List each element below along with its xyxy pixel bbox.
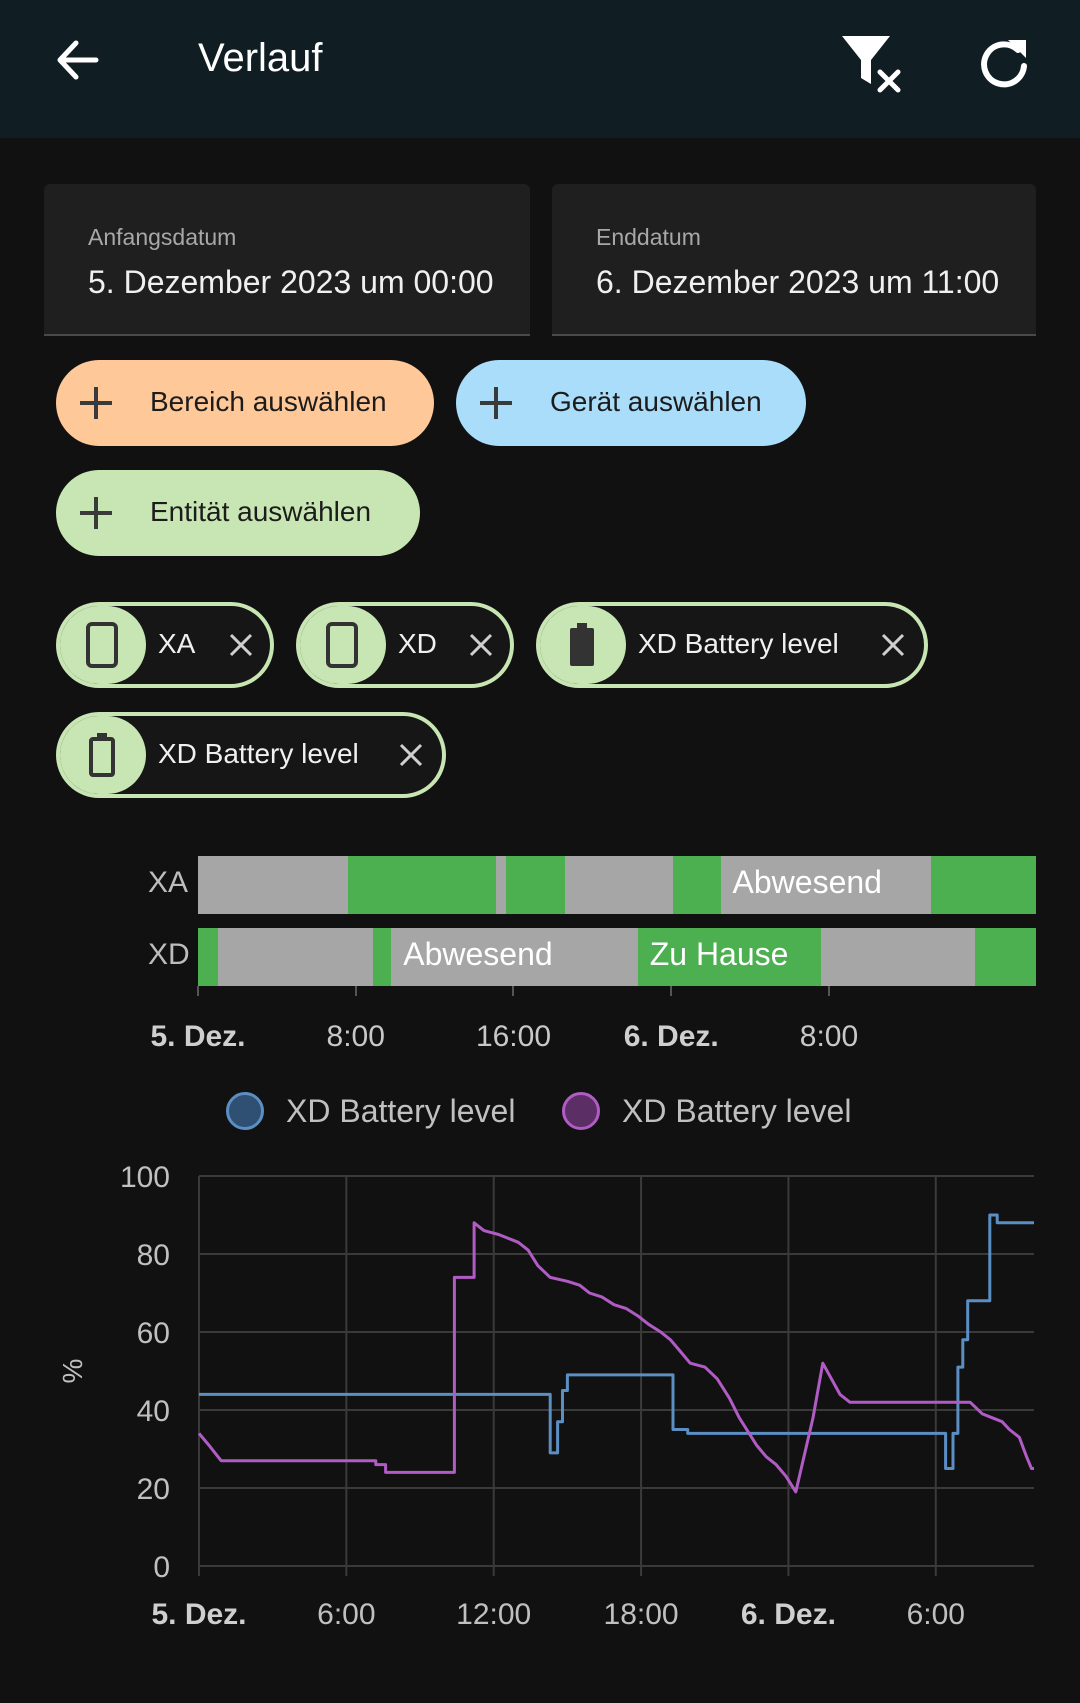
timeline-tick-mark [197, 986, 199, 996]
battery-outline-icon [89, 733, 115, 777]
remove-chip-icon[interactable] [466, 630, 496, 660]
timeline-tick-mark [512, 986, 515, 996]
y-tick-label: 60 [137, 1317, 170, 1350]
end-date-label: Enddatum [596, 224, 701, 250]
timeline-segment-home[interactable] [347, 856, 496, 914]
start-date-label: Anfangsdatum [88, 224, 237, 250]
chip-icon-wrap [300, 606, 386, 684]
remove-chip-icon[interactable] [396, 740, 426, 770]
timeline-row-label: XA [148, 866, 189, 899]
timeline-axis-label: 8:00 [326, 1020, 385, 1053]
legend-color-dot [562, 1092, 600, 1130]
timeline-segment-home[interactable] [505, 856, 565, 914]
entity-chip-xd-battery-1[interactable]: XD Battery level [536, 602, 928, 688]
x-tick-label: 6. Dez. [741, 1598, 836, 1631]
chip-icon-wrap [540, 606, 626, 684]
timeline-segment-home[interactable]: Zu Hause [637, 928, 822, 986]
timeline-segment-away[interactable]: Abwesend [391, 928, 638, 986]
timeline-segment-away[interactable] [495, 856, 506, 914]
select-entity-label: Entität auswählen [150, 496, 372, 527]
timeline-segment-home[interactable] [198, 928, 218, 986]
chip-label: XD Battery level [638, 628, 839, 659]
timeline-segment-home[interactable] [673, 856, 721, 914]
select-entity-button[interactable]: Entität auswählen [56, 470, 420, 556]
select-device-button[interactable]: Gerät auswählen [456, 360, 806, 446]
x-tick-label: 6:00 [317, 1598, 375, 1631]
timeline-axis-label: 8:00 [799, 1020, 859, 1053]
legend-label: XD Battery level [286, 1092, 516, 1129]
chip-label: XD Battery level [158, 738, 359, 769]
phone-icon [86, 622, 118, 668]
chip-icon-wrap [60, 716, 146, 794]
phone-icon [326, 622, 358, 668]
remove-chip-icon[interactable] [226, 630, 256, 660]
timeline-row-label: XD [148, 938, 190, 971]
segment-state-label: Abwesend [403, 936, 553, 972]
clear-filter-icon[interactable] [840, 32, 904, 94]
timeline-tick-mark [670, 986, 673, 996]
timeline-segment-home[interactable] [931, 856, 1036, 914]
y-tick-label: 40 [137, 1395, 170, 1428]
refresh-icon[interactable] [978, 36, 1030, 88]
y-tick-label: 20 [137, 1473, 170, 1506]
y-tick-label: 80 [137, 1239, 170, 1272]
timeline-segment-home[interactable] [373, 928, 392, 986]
timeline-axis-label: 5. Dez. [150, 1020, 246, 1053]
timeline-segment-away[interactable]: Abwesend [720, 856, 932, 914]
x-tick-label: 6:00 [907, 1598, 965, 1631]
chip-icon-wrap [60, 606, 146, 684]
timeline-segment-away[interactable] [821, 928, 975, 986]
select-device-label: Gerät auswählen [550, 386, 762, 417]
start-date-value: 5. Dezember 2023 um 00:00 [88, 264, 494, 300]
plus-icon [80, 387, 112, 419]
entity-chip-xd[interactable]: XD [296, 602, 514, 688]
y-tick-label: 0 [153, 1551, 170, 1584]
timeline-segment-away[interactable] [564, 856, 674, 914]
battery-icon [570, 623, 594, 666]
start-date-field[interactable]: Anfangsdatum 5. Dezember 2023 um 00:00 [44, 184, 530, 336]
battery-level-line-chart: 0 20 40 60 80 100 5. Dez. 6:00 12:00 18:00 6. Dez.… [57, 1161, 1034, 1631]
remove-chip-icon[interactable] [878, 630, 908, 660]
select-area-label: Bereich auswählen [150, 386, 387, 417]
plus-icon [80, 497, 112, 529]
entity-chip-xa[interactable]: XA [56, 602, 274, 688]
end-date-field[interactable]: Enddatum 6. Dezember 2023 um 11:00 [552, 184, 1036, 336]
end-date-value: 6. Dezember 2023 um 11:00 [596, 264, 1000, 300]
x-tick-label: 18:00 [604, 1598, 679, 1631]
app-bar: Verlauf [0, 0, 1080, 138]
chip-label: XD [398, 628, 437, 659]
timeline-segment-away[interactable] [198, 856, 348, 914]
segment-state-label: Zu Hause [649, 936, 789, 972]
timeline-tick-mark [827, 986, 830, 996]
segment-state-label: Abwesend [732, 864, 882, 900]
legend-label: XD Battery level [622, 1092, 852, 1129]
timeline-axis-label: 6. Dez. [623, 1020, 719, 1053]
entity-chip-xd-battery-2[interactable]: XD Battery level [56, 712, 446, 798]
timeline-segment-away[interactable] [217, 928, 374, 986]
page-title: Verlauf [198, 36, 323, 80]
legend-color-dot [226, 1092, 264, 1130]
chip-label: XA [158, 628, 196, 659]
select-area-button[interactable]: Bereich auswählen [56, 360, 434, 446]
y-axis-label: % [57, 1359, 88, 1384]
back-arrow-icon[interactable] [52, 34, 104, 86]
battery-series-line-1 [199, 1213, 1034, 1470]
y-tick-label: 100 [120, 1161, 170, 1194]
legend-item-1[interactable]: XD Battery level [226, 1092, 515, 1130]
timeline-tick-mark [354, 986, 357, 996]
x-tick-label: 5. Dez. [151, 1598, 246, 1631]
plus-icon [480, 387, 512, 419]
legend-item-2[interactable]: XD Battery level [562, 1092, 851, 1130]
battery-series-line-2 [197, 1221, 1034, 1494]
timeline-axis-label: 16:00 [475, 1020, 552, 1053]
timeline-segment-home[interactable] [974, 928, 1036, 986]
x-tick-label: 12:00 [456, 1598, 531, 1631]
